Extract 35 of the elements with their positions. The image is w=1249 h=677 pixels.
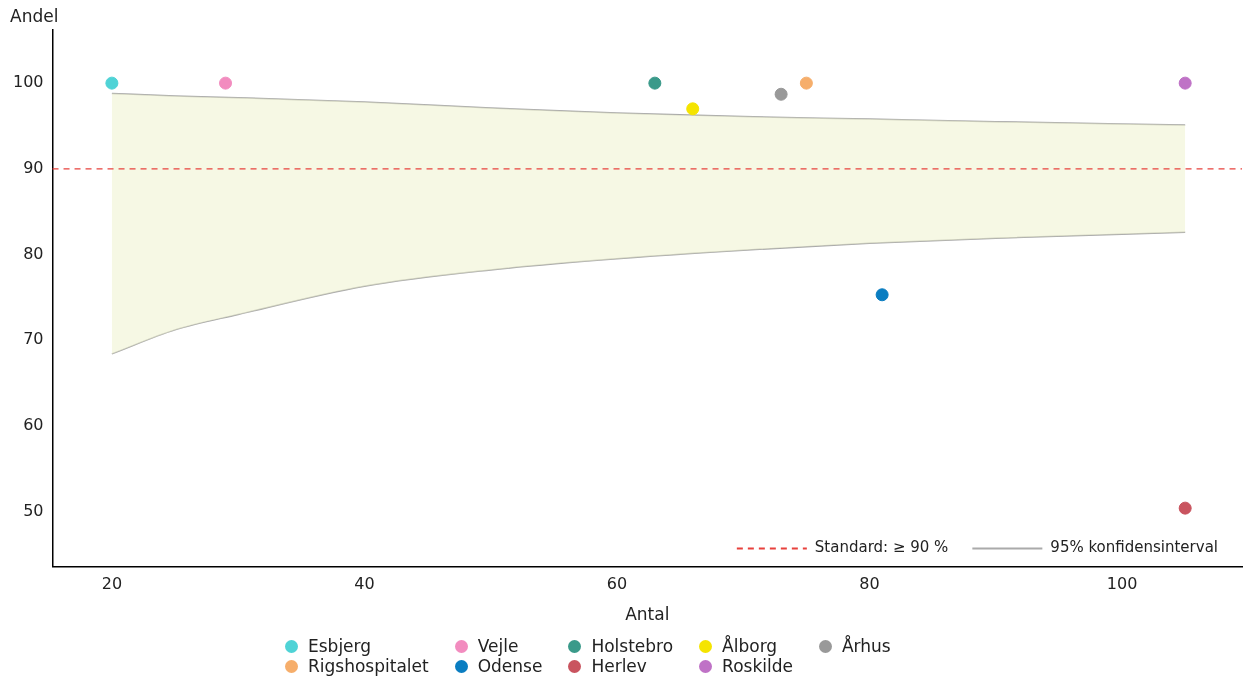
- x-tick-label: 80: [859, 574, 880, 594]
- legend-label: Ålborg: [722, 636, 778, 656]
- legend-label: Århus: [841, 636, 891, 656]
- point: [875, 288, 889, 302]
- point: [219, 76, 233, 90]
- line-series: [111, 92, 1186, 126]
- legend-label: Odense: [477, 656, 543, 676]
- x-axis-title: Antal: [625, 604, 670, 625]
- legend-label: Rigshospitalet: [308, 656, 429, 676]
- point: [774, 87, 788, 101]
- x-tick-label: 20: [101, 574, 123, 594]
- y-tick-label: 80: [23, 243, 44, 263]
- x-tick-label: 40: [354, 574, 375, 594]
- legend-label: Roskilde: [722, 656, 793, 676]
- legend-label: Standard: ≥ 90 %: [814, 538, 949, 557]
- y-tick-label: 50: [23, 500, 44, 520]
- legend-label: 95% konfidensinterval: [1050, 538, 1218, 557]
- legend-label: Holstebro: [591, 636, 674, 656]
- legend-label: Herlev: [591, 656, 647, 676]
- point: [1178, 501, 1192, 515]
- y-axis-title: Andel: [10, 6, 59, 27]
- point: [686, 102, 700, 116]
- x-tick-label: 60: [606, 574, 628, 594]
- point: [1178, 76, 1192, 90]
- point: [648, 76, 662, 90]
- legend-label: Vejle: [477, 636, 519, 656]
- point: [799, 76, 813, 90]
- point: [105, 76, 119, 90]
- y-tick-label: 70: [23, 329, 44, 349]
- x-tick-label: 100: [1106, 574, 1138, 594]
- y-tick-label: 60: [23, 415, 44, 435]
- y-tick-label: 90: [23, 157, 44, 177]
- legend-label: Esbjerg: [308, 636, 372, 656]
- line-series: [111, 231, 1186, 355]
- y-tick-label: 100: [12, 72, 44, 92]
